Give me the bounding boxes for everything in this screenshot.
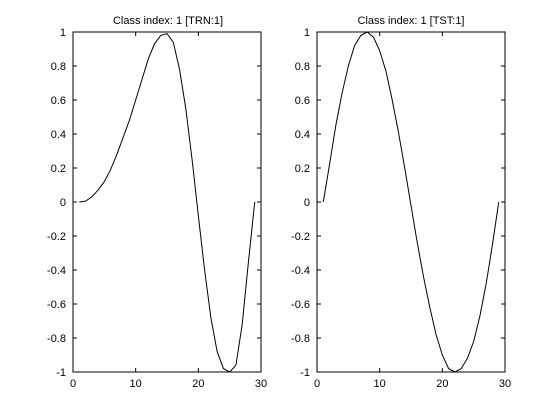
left-chart-y-tick-label: -1 <box>56 367 66 379</box>
right-chart-y-tick-label: 0.6 <box>295 95 310 107</box>
right-chart-y-tick-label: -0.6 <box>291 299 310 311</box>
left-chart-y-tick-label: -0.6 <box>47 299 66 311</box>
left-chart-y-tick-label: -0.8 <box>47 333 66 345</box>
right-chart-panel: Class index: 1 [TST:1] -1 -0.8 -0.6 -0.4 -0.… <box>291 15 511 390</box>
left-chart-series-line <box>79 33 256 373</box>
left-chart-y-tick-label: 0.6 <box>51 95 66 107</box>
right-chart-series-line <box>322 31 500 373</box>
left-chart-y-ticks: -1 -0.8 -0.6 -0.4 -0.2 0 0.2 0.4 0.6 0.8 1 <box>47 27 261 379</box>
right-chart-x-ticks: 0 10 20 30 <box>314 32 511 390</box>
left-chart-x-ticks: 0 10 20 30 <box>70 32 267 390</box>
left-chart-y-tick-label: 1 <box>60 27 66 39</box>
left-chart-y-tick-label: -0.4 <box>47 265 66 277</box>
right-chart-axes-box <box>316 31 506 373</box>
right-chart-y-tick-label: 0 <box>304 197 310 209</box>
right-chart-y-ticks: -1 -0.8 -0.6 -0.4 -0.2 0 0.2 0.4 0.6 0.8 1 <box>291 27 505 379</box>
left-chart-x-tick-label: 0 <box>70 378 76 390</box>
right-chart-x-tick-label: 20 <box>436 378 448 390</box>
left-chart-title: Class index: 1 [TRN:1] <box>113 15 223 27</box>
left-chart-x-tick-label: 10 <box>130 378 142 390</box>
left-chart-axes-box <box>72 31 262 373</box>
right-chart-y-tick-label: 1 <box>304 27 310 39</box>
left-chart-x-tick-label: 20 <box>192 378 204 390</box>
left-chart-y-tick-label: 0.4 <box>51 129 66 141</box>
left-chart-y-tick-label: 0.2 <box>51 163 66 175</box>
left-chart-y-tick-label: 0 <box>60 197 66 209</box>
left-chart-y-tick-label: 0.8 <box>51 61 66 73</box>
right-chart-y-tick-label: -0.8 <box>291 333 310 345</box>
right-chart-y-tick-label: 0.2 <box>295 163 310 175</box>
left-chart-x-tick-label: 30 <box>255 378 267 390</box>
right-chart-x-tick-label: 30 <box>499 378 511 390</box>
right-chart-y-tick-label: 0.8 <box>295 61 310 73</box>
right-chart-x-tick-label: 10 <box>374 378 386 390</box>
right-chart-y-tick-label: 0.4 <box>295 129 310 141</box>
right-chart-y-tick-label: -0.4 <box>291 265 310 277</box>
right-chart-x-tick-label: 0 <box>314 378 320 390</box>
left-chart-panel: Class index: 1 [TRN:1] -1 -0.8 -0.6 -0.4 -0.… <box>47 15 267 390</box>
right-chart-y-tick-label: -1 <box>300 367 310 379</box>
right-chart-y-tick-label: -0.2 <box>291 231 310 243</box>
left-chart-y-tick-label: -0.2 <box>47 231 66 243</box>
right-chart-title: Class index: 1 [TST:1] <box>358 15 465 27</box>
